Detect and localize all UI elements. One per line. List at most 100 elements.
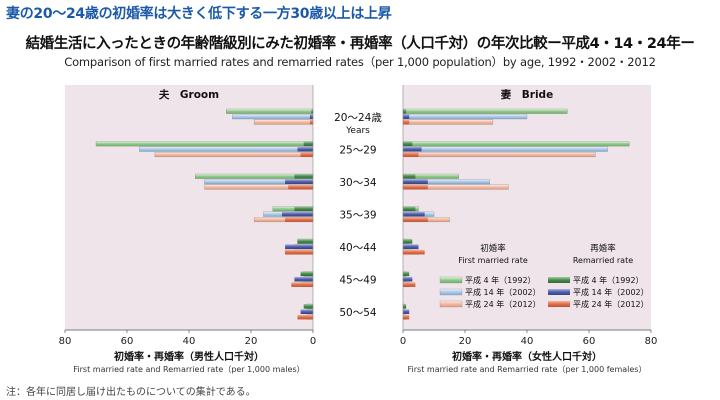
- left-remarried-bar-1-3: [282, 211, 313, 217]
- legend-remarried-swatch-1: [548, 289, 570, 295]
- left-remarried-bar-1-4: [285, 244, 313, 249]
- legend-first-year-1: 平成 14 年（2002）: [465, 287, 541, 297]
- right-x-tick-label-2: 40: [521, 336, 534, 347]
- right-remarried-bar-1-5: [403, 276, 413, 282]
- right-first-bar-0-0: [402, 108, 568, 114]
- right-remarried-bar-2-3: [403, 217, 428, 222]
- legend-first-title: 初婚率: [480, 243, 506, 254]
- legend-remarried-year-0: 平成 4 年（1992）: [573, 275, 644, 285]
- left-remarried-bar-1-2: [285, 179, 313, 184]
- left-remarried-bar-1-6: [300, 309, 313, 314]
- left-first-bar-1-0: [232, 114, 314, 120]
- age-unit-label: Years: [345, 126, 370, 136]
- left-remarried-bar-0-3: [294, 206, 313, 212]
- left-remarried-bar-2-2: [288, 184, 313, 190]
- age-category-label-1: 25～29: [339, 145, 376, 157]
- left-x-axis-label: 初婚率・再婚率（男性人口千対）: [114, 350, 264, 363]
- headline: 妻の20～24歳の初婚率は大きく低下する一方30歳以上は上昇: [6, 6, 392, 22]
- right-first-bar-0-1: [402, 141, 630, 147]
- bride-panel-title: 妻 Bride: [501, 88, 553, 101]
- left-remarried-bar-0-0: [311, 109, 313, 114]
- legend-first-swatch-1: [439, 288, 463, 296]
- right-first-bar-1-0: [402, 114, 528, 120]
- left-first-bar-1-1: [139, 146, 314, 152]
- right-first-bar-1-1: [402, 146, 608, 152]
- legend-remarried-subtitle: Remarried rate: [573, 256, 633, 265]
- left-remarried-bar-2-6: [297, 314, 313, 320]
- right-remarried-bar-2-0: [403, 119, 410, 125]
- right-x-tick-label-1: 20: [459, 336, 472, 347]
- left-first-bar-2-0: [253, 119, 314, 125]
- legend-remarried-swatch-2: [548, 301, 570, 307]
- right-remarried-bar-2-5: [403, 282, 416, 287]
- age-category-label-4: 40～44: [339, 242, 377, 254]
- right-remarried-bar-1-0: [403, 114, 410, 119]
- population-pyramid-chart: 80 60 40 20 0 0 20 40 60 80 夫 Groom 妻 Bride 初婚率・再婚率…: [59, 85, 658, 374]
- left-remarried-bar-1-1: [297, 146, 313, 152]
- right-remarried-bar-2-4: [403, 249, 425, 255]
- left-x-tick-label-1: 60: [121, 336, 134, 347]
- left-remarried-bar-1-0: [309, 114, 313, 119]
- footnote: 注：各年に同居し届け出たものについての集計である。: [6, 387, 256, 398]
- chart-subtitle: Comparison of first married rates and re…: [64, 55, 656, 69]
- right-remarried-bar-0-5: [403, 271, 410, 277]
- age-category-label-3: 35～39: [339, 210, 376, 222]
- age-category-label-0: 20～24歳: [334, 112, 382, 124]
- right-remarried-bar-1-3: [403, 211, 425, 217]
- right-first-bar-2-1: [402, 152, 596, 158]
- left-remarried-bar-1-5: [294, 276, 313, 282]
- left-x-axis-label-en: First married rate and Remarried rate（pe…: [73, 365, 304, 374]
- right-remarried-bar-1-4: [403, 244, 419, 249]
- right-x-axis-label: 初婚率・再婚率（女性人口千対）: [452, 350, 602, 363]
- left-remarried-bar-2-3: [285, 217, 313, 222]
- left-remarried-bar-0-6: [303, 304, 313, 309]
- right-remarried-bar-0-2: [403, 174, 416, 179]
- groom-panel-background: [65, 85, 313, 330]
- legend-first-swatch-2: [439, 300, 463, 308]
- right-remarried-bar-0-0: [403, 109, 407, 114]
- right-remarried-bar-0-6: [403, 304, 407, 309]
- right-remarried-bar-2-1: [403, 152, 419, 157]
- right-remarried-bar-0-4: [403, 239, 413, 244]
- right-remarried-bar-0-3: [403, 206, 416, 212]
- right-x-tick-label-4: 80: [645, 336, 658, 347]
- left-first-bar-0-0: [226, 108, 314, 114]
- legend-remarried-swatch-0: [548, 277, 570, 283]
- age-category-label-5: 45～49: [339, 275, 376, 287]
- age-category-label-2: 30～34: [339, 177, 377, 189]
- right-remarried-bar-0-1: [403, 141, 413, 147]
- left-remarried-bar-0-1: [303, 141, 313, 147]
- legend-first-swatch-0: [439, 276, 463, 284]
- left-remarried-bar-0-4: [297, 239, 313, 244]
- right-remarried-bar-1-1: [403, 146, 422, 152]
- left-remarried-bar-2-5: [291, 282, 313, 287]
- left-first-bar-0-1: [95, 141, 314, 147]
- left-remarried-bar-0-5: [300, 271, 313, 277]
- right-first-bar-2-0: [402, 119, 494, 125]
- right-x-axis-label-en: First married rate and Remarried rate（pe…: [408, 365, 647, 374]
- age-category-label-6: 50～54: [339, 307, 377, 319]
- right-remarried-bar-1-6: [403, 309, 410, 314]
- left-x-tick-label-3: 20: [245, 336, 258, 347]
- right-remarried-bar-1-2: [403, 179, 428, 184]
- left-x-tick-label-4: 0: [310, 336, 316, 347]
- right-remarried-bar-2-2: [403, 184, 428, 190]
- right-remarried-bar-2-6: [403, 314, 410, 320]
- left-x-tick-label-2: 40: [183, 336, 196, 347]
- legend-first-year-0: 平成 4 年（1992）: [465, 275, 536, 285]
- left-x-tick-label-0: 80: [59, 336, 72, 347]
- legend-remarried-year-1: 平成 14 年（2002）: [573, 287, 649, 297]
- chart-title: 結婚生活に入ったときの年齢階級別にみた初婚率・再婚率（人口千対）の年次比較ー平成…: [25, 36, 695, 52]
- legend-remarried-title: 再婚率: [590, 243, 616, 254]
- left-remarried-bar-0-2: [294, 174, 313, 179]
- left-remarried-bar-2-1: [300, 152, 313, 157]
- legend-first-year-2: 平成 24 年（2012）: [465, 299, 541, 309]
- left-remarried-bar-2-0: [309, 119, 313, 125]
- left-first-bar-2-1: [154, 152, 314, 158]
- right-x-tick-label-3: 60: [583, 336, 596, 347]
- legend-first-subtitle: First married rate: [458, 256, 528, 265]
- right-x-tick-label-0: 0: [400, 336, 406, 347]
- legend-remarried-year-2: 平成 24 年（2012）: [573, 299, 649, 309]
- groom-panel-title: 夫 Groom: [159, 88, 219, 101]
- left-remarried-bar-2-4: [285, 249, 313, 255]
